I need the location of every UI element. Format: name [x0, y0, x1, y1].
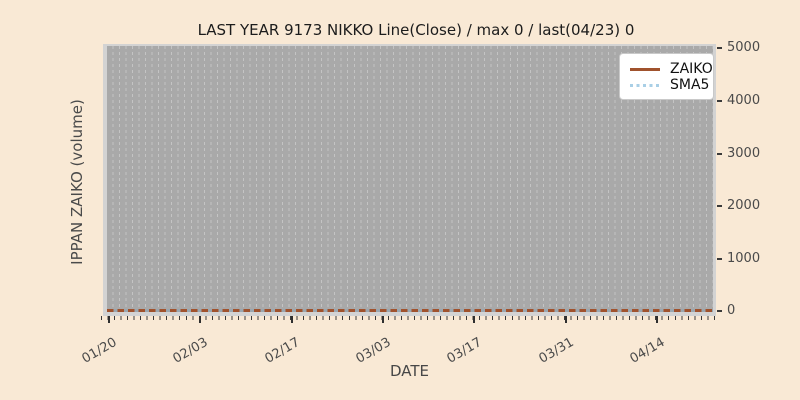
legend-label: ZAIKO	[670, 61, 713, 77]
plot-area	[103, 44, 716, 316]
x-major-tick	[473, 316, 475, 323]
y-tick	[717, 205, 722, 207]
y-tick-label: 1000	[727, 251, 761, 266]
chart-title: LAST YEAR 9173 NIKKO Line(Close) / max 0…	[197, 21, 635, 39]
x-axis-minor-ticks	[101, 316, 715, 320]
x-major-tick	[291, 316, 293, 323]
y-tick-label: 3000	[727, 146, 761, 161]
zaiko-sma5-zero-line	[107, 309, 713, 312]
y-tick-label: 0	[727, 303, 736, 318]
y-axis-label: IPPAN ZAIKO (volume)	[68, 99, 86, 265]
y-tick	[717, 153, 722, 155]
plot-grid	[107, 46, 713, 312]
x-major-tick	[199, 316, 201, 323]
legend: ZAIKO SMA5	[619, 53, 714, 100]
legend-item-sma5: SMA5	[630, 77, 709, 93]
y-tick-label: 2000	[727, 198, 761, 213]
y-tick-label: 5000	[727, 40, 761, 55]
x-major-tick	[382, 316, 384, 323]
sma5-line-swatch-icon	[630, 83, 660, 87]
y-tick	[717, 310, 722, 312]
legend-label: SMA5	[670, 77, 710, 93]
x-axis-label: DATE	[389, 362, 430, 380]
y-tick	[717, 47, 722, 49]
x-major-tick	[656, 316, 658, 323]
x-major-tick	[565, 316, 567, 323]
y-tick	[717, 258, 722, 260]
legend-item-zaiko: ZAIKO	[630, 61, 713, 77]
y-tick	[717, 100, 722, 102]
x-major-tick	[108, 316, 110, 323]
y-tick-label: 4000	[727, 93, 761, 108]
zaiko-line-swatch-icon	[630, 67, 660, 71]
